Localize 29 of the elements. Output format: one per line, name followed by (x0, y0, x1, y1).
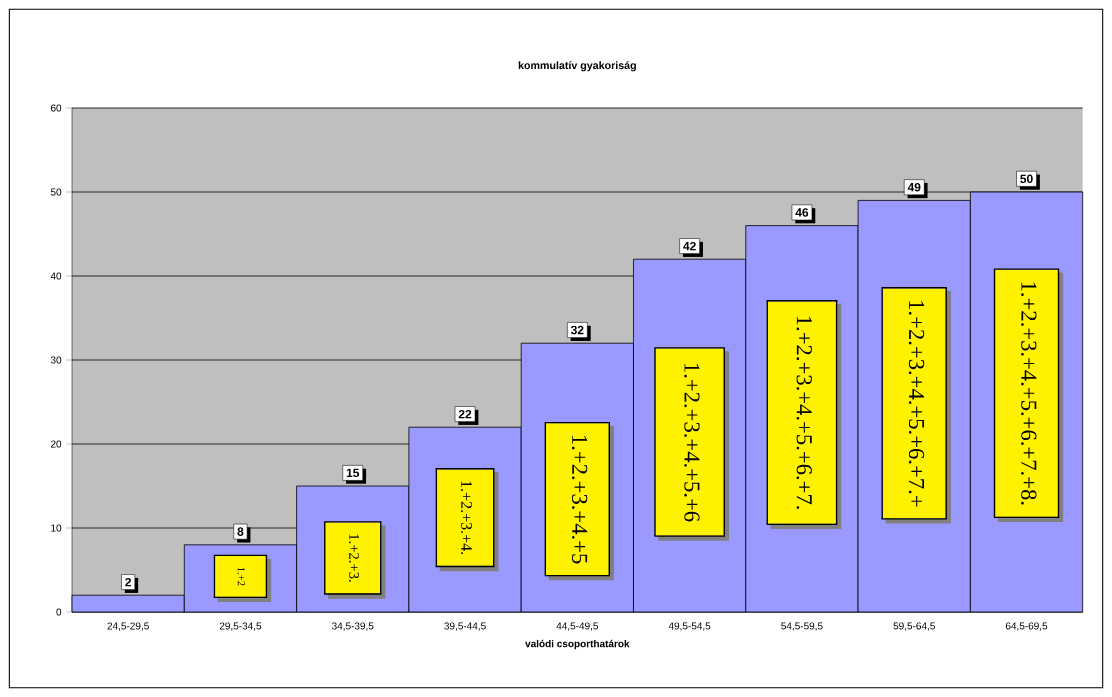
data-label: 50 (1020, 174, 1033, 184)
y-tick-label: 60 (50, 104, 62, 112)
x-tick-label: 24,5-29,5 (107, 622, 149, 631)
y-tick-label: 10 (51, 524, 62, 532)
x-tick-label: 34,5-39,5 (331, 622, 374, 631)
chart-title: kommulatív gyakoriság (518, 61, 636, 72)
x-tick-label: 54,5-59,5 (781, 622, 823, 631)
annotation: 1.+2 (237, 567, 245, 586)
x-tick-label: 64,5-69,5 (1005, 622, 1048, 631)
data-label: 49 (907, 182, 921, 192)
annotation: 1.+2.+3. (349, 534, 359, 582)
y-tick-label: 40 (50, 272, 62, 280)
data-label: 42 (683, 241, 696, 251)
data-label: 22 (458, 409, 472, 419)
x-tick-label: 39,5-44,5 (444, 622, 486, 631)
data-label: 15 (346, 468, 360, 478)
x-tick-label: 29,5-34,5 (219, 622, 262, 631)
x-tick-label: 44,5-49,5 (556, 622, 599, 631)
data-label: 46 (795, 208, 809, 217)
x-axis-title: valódi csoporthatárok (525, 639, 630, 650)
y-tick-label: 20 (50, 440, 62, 448)
data-label: 2 (125, 577, 132, 587)
y-tick-label: 50 (50, 188, 62, 196)
y-tick-label: 0 (56, 608, 62, 616)
x-tick-label: 49,5-54,5 (668, 622, 711, 631)
x-tick-label: 59,5-64,5 (893, 622, 935, 631)
data-label: 8 (237, 527, 244, 536)
data-label: 32 (570, 325, 584, 335)
y-tick-label: 30 (50, 356, 62, 364)
